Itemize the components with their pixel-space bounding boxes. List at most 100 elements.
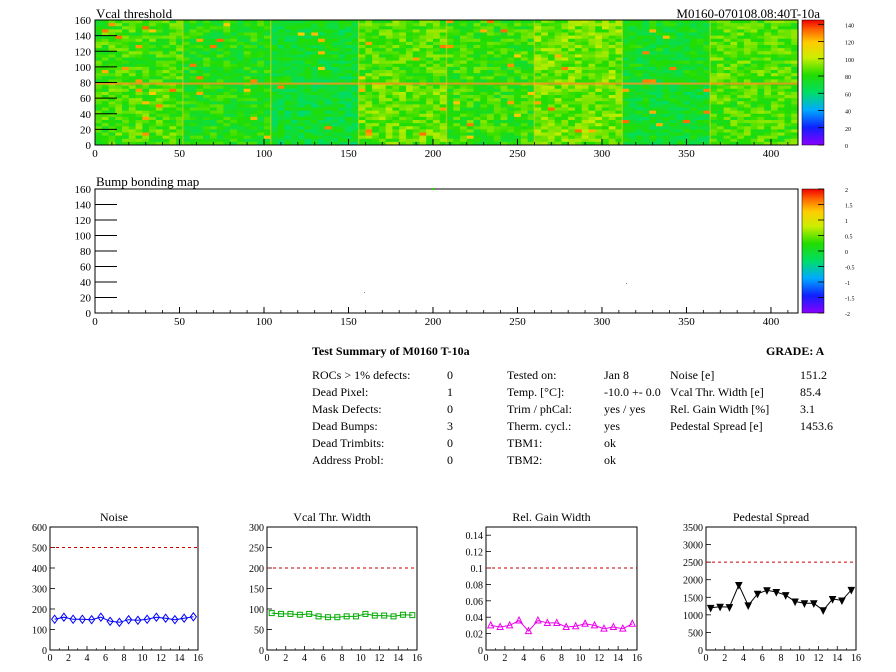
heatmap-cell — [263, 85, 272, 90]
heatmap-cell — [689, 135, 698, 140]
x-tick-label: 250 — [509, 148, 526, 160]
heatmap-cell — [216, 110, 224, 115]
heatmap-cell — [95, 73, 103, 77]
heatmap-cell — [466, 63, 474, 68]
heatmap-cell — [601, 76, 610, 80]
heatmap-cell — [453, 138, 461, 143]
x-tick-label: 50 — [174, 316, 186, 328]
heatmap-cell — [250, 91, 258, 96]
heatmap-cell — [669, 126, 677, 130]
heatmap-cell — [155, 79, 163, 83]
heatmap-cell — [95, 85, 103, 90]
heatmap-cell — [574, 41, 583, 46]
heatmap-cell — [703, 26, 711, 30]
heatmap-cell — [142, 63, 150, 68]
heatmap-cell — [291, 70, 299, 74]
heatmap-cell — [176, 79, 184, 83]
heatmap-cell — [122, 138, 130, 143]
heatmap-cell — [196, 126, 204, 130]
heatmap-cell — [399, 57, 407, 62]
heatmap-cell — [791, 35, 799, 40]
heatmap-cell — [493, 138, 501, 143]
heatmap-cell — [162, 110, 170, 115]
heatmap-cell — [230, 66, 238, 71]
heatmap-cell — [216, 95, 224, 99]
heatmap-cell — [493, 85, 501, 90]
heatmap-cell — [547, 110, 556, 115]
heatmap-cell — [432, 98, 441, 102]
heatmap-cell — [189, 20, 197, 24]
heatmap-cell — [284, 113, 292, 118]
heatmap-cell — [547, 48, 556, 52]
heatmap-cell — [777, 38, 785, 43]
heatmap-cell — [608, 116, 616, 121]
heatmap-cell — [135, 107, 143, 112]
heatmap-cell — [385, 129, 393, 133]
heatmap-cell — [737, 26, 745, 30]
heatmap-cell — [500, 48, 508, 52]
heatmap-cell — [635, 23, 643, 27]
heatmap-cell — [331, 123, 339, 127]
heatmap-cell — [345, 38, 353, 43]
heatmap-cell — [209, 85, 218, 90]
heatmap-cell — [466, 85, 474, 90]
heatmap-cell — [101, 35, 109, 40]
heatmap-cell — [324, 138, 332, 143]
heatmap-cell — [236, 57, 245, 62]
heatmap-cell — [432, 38, 441, 43]
heatmap-cell — [236, 76, 245, 80]
heatmap-cell — [277, 41, 285, 46]
heatmap-cell — [405, 123, 414, 127]
heatmap-cell — [176, 51, 184, 55]
summary-value: yes / yes — [604, 402, 646, 416]
summary-label: Noise [e] — [670, 368, 715, 382]
heatmap-cell — [338, 116, 346, 121]
heatmap-cell — [676, 85, 684, 90]
heatmap-cell — [405, 85, 414, 90]
heatmap-cell — [372, 85, 380, 90]
heatmap-cell — [284, 88, 292, 93]
heatmap-cell — [311, 98, 319, 102]
heatmap-cell — [581, 123, 589, 127]
summary-label: Tested on: — [507, 368, 557, 382]
heatmap-cell — [385, 138, 393, 143]
heatmap-cell — [311, 20, 319, 24]
heatmap-cell — [574, 88, 583, 93]
heatmap-cell — [128, 70, 136, 74]
heatmap-cell — [473, 35, 481, 40]
heatmap-cell — [209, 91, 218, 96]
heatmap-cell — [689, 120, 698, 124]
heatmap-cell — [128, 138, 136, 143]
heatmap-cell — [365, 54, 373, 58]
heatmap-cell — [324, 101, 332, 105]
heatmap-cell — [689, 29, 698, 33]
heatmap-cell — [750, 132, 758, 137]
heatmap-cell — [696, 60, 704, 65]
heatmap-cell — [595, 95, 603, 99]
heatmap-cell — [662, 113, 670, 118]
heatmap-cell — [196, 135, 204, 140]
y-tick-label: 0 — [86, 140, 92, 152]
heatmap-cell — [595, 126, 603, 130]
heatmap-cell — [209, 132, 218, 137]
heatmap-cell — [622, 63, 630, 68]
heatmap-cell — [385, 20, 393, 24]
heatmap-cell — [642, 26, 650, 30]
heatmap-cell — [115, 70, 123, 74]
heatmap-cell — [284, 66, 292, 71]
heatmap-cell — [723, 66, 731, 71]
heatmap-cell — [95, 79, 103, 83]
heatmap-cell — [155, 129, 163, 133]
heatmap-cell — [149, 66, 157, 71]
heatmap-cell — [547, 45, 556, 49]
heatmap-cell — [703, 35, 711, 40]
heatmap-cell — [135, 104, 143, 108]
heatmap-cell — [324, 120, 332, 124]
heatmap-cell — [426, 138, 434, 143]
heatmap-cell — [757, 23, 765, 27]
heatmap-cell — [615, 107, 623, 112]
x-tick-label: 200 — [425, 316, 442, 328]
data-point — [115, 617, 123, 628]
heatmap-cell — [432, 26, 441, 30]
